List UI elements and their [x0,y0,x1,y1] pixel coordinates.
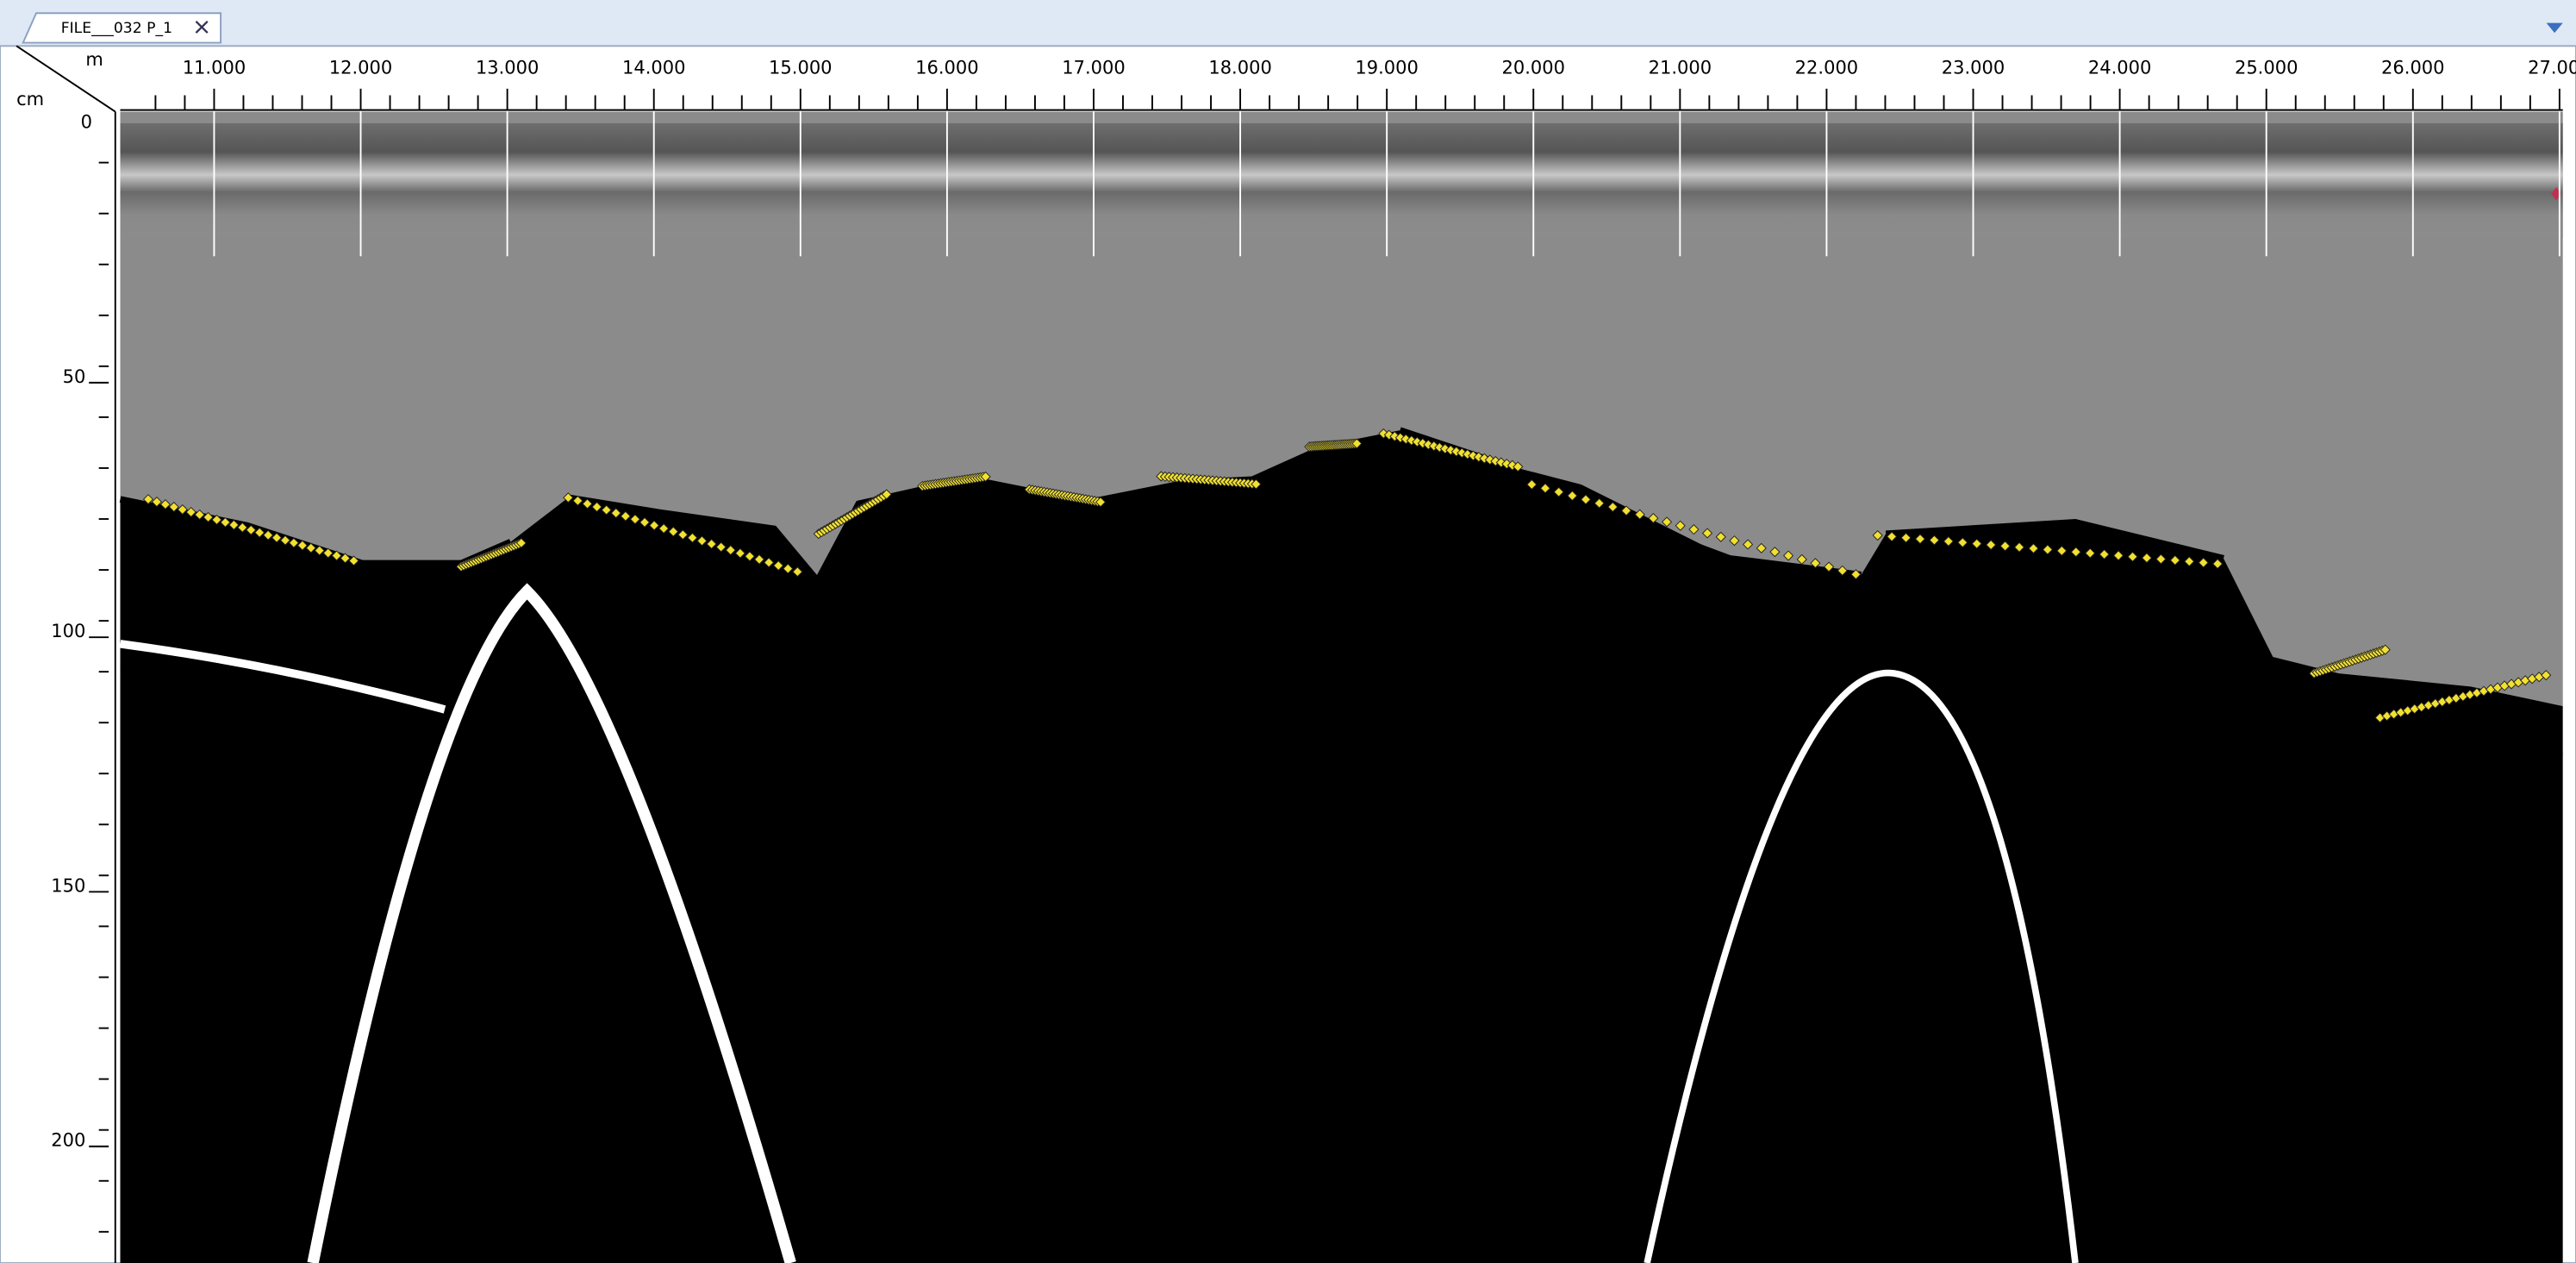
y-label: 150 [51,875,85,896]
y-label: 200 [51,1130,85,1151]
x-label: 24.000 [2088,58,2151,78]
y-label: 50 [63,366,86,387]
tab-title: FILE___032 P_1 [61,20,172,37]
x-label: 15.000 [769,58,832,78]
x-label: 13.000 [476,58,539,78]
radargram-window: FILE___032 P_1 m cm 11.000 12.000 13.000 14… [0,0,2576,1263]
x-label: 16.000 [915,58,978,78]
x-label: 18.000 [1208,58,1271,78]
tab-bar [0,0,2576,46]
x-label: 20.000 [1502,58,1565,78]
x-label: 11.000 [183,58,246,78]
x-label: 25.000 [2235,58,2298,78]
radargram [121,112,2563,1263]
y-label: 100 [51,621,85,641]
x-unit: m [85,49,103,70]
x-label: 22.000 [1795,58,1858,78]
x-label: 26.000 [2381,58,2444,78]
y-label: 0 [81,112,92,133]
x-label: 21.000 [1649,58,1712,78]
y-unit: cm [16,89,44,109]
x-label: 27.000 [2528,58,2576,78]
x-label: 14.000 [622,58,685,78]
x-label: 12.000 [329,58,392,78]
x-label: 23.000 [1942,58,2005,78]
x-label: 19.000 [1355,58,1418,78]
x-label: 17.000 [1062,58,1125,78]
page: FILE___032 P_1 m cm 11.000 12.000 13.000 14… [0,0,2576,1263]
